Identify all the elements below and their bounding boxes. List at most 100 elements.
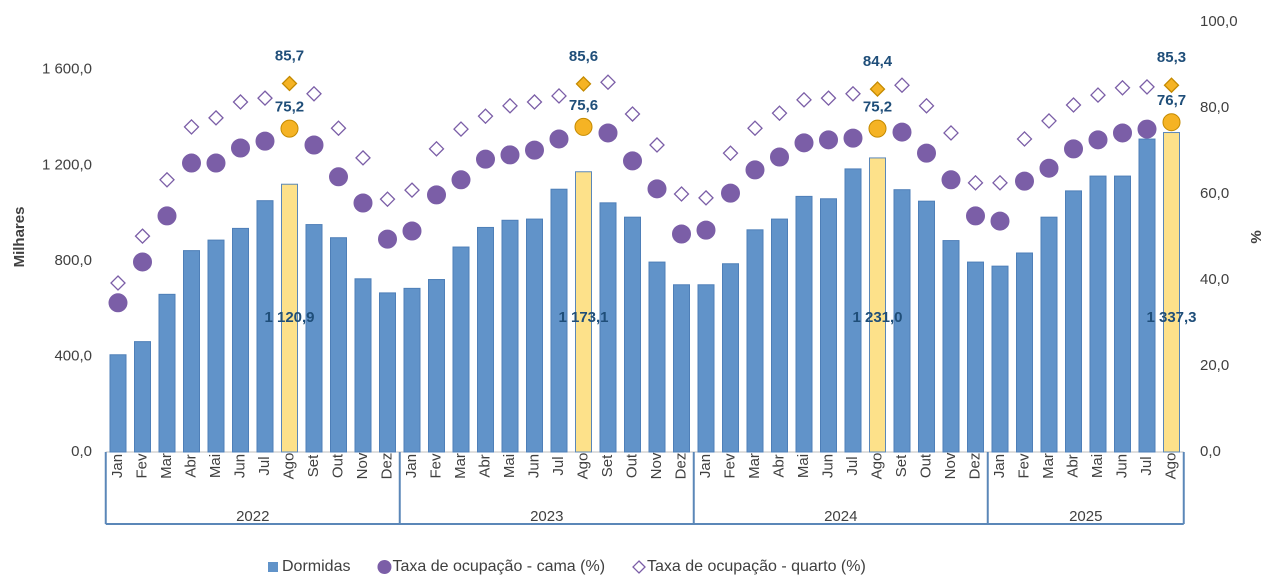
bed-marker: [1162, 113, 1181, 132]
room-marker: [355, 149, 371, 166]
y-tick-label: 400,0: [54, 347, 92, 364]
bar: [379, 292, 396, 453]
x-tick-label: Fev: [133, 453, 150, 479]
bed-marker: [1088, 130, 1108, 150]
bed-marker: [378, 229, 397, 249]
bed-marker: [133, 252, 152, 272]
bar: [403, 287, 421, 453]
x-tick-label: Mai: [795, 454, 812, 478]
bed-marker: [941, 170, 961, 190]
bar: [1040, 216, 1058, 453]
bar: [183, 250, 200, 453]
bed-value-label: 75,2: [275, 99, 304, 116]
y2-tick-label: 40,0: [1200, 271, 1229, 288]
bed-marker: [402, 221, 422, 241]
x-tick-label: Nov: [648, 452, 665, 479]
bar-value-label: 1 337,3: [1146, 309, 1196, 326]
x-tick-label: Mar: [1040, 453, 1057, 479]
bar: [967, 261, 984, 453]
room-marker: [796, 91, 812, 108]
legend-label: Dormidas: [282, 558, 350, 575]
bar: [942, 240, 960, 453]
bed-marker: [353, 193, 373, 213]
room-marker: [943, 125, 959, 141]
bar: [232, 227, 249, 453]
bar: [281, 183, 298, 453]
room-marker: [330, 120, 347, 137]
x-tick-label: Dez: [672, 453, 689, 480]
bar: [624, 216, 641, 453]
room-marker: [1065, 97, 1082, 113]
room-marker: [771, 105, 788, 122]
x-tick-label: Jun: [1113, 454, 1130, 478]
bed-marker: [1064, 139, 1083, 159]
bed-value-label: 75,2: [863, 99, 892, 116]
bar: [991, 265, 1009, 453]
room-marker: [208, 109, 224, 126]
room-marker: [453, 121, 469, 137]
y2-tick-label: 100,0: [1200, 13, 1238, 30]
bed-marker: [770, 147, 789, 167]
room-marker: [183, 119, 200, 135]
room-marker: [575, 76, 592, 92]
bar: [550, 188, 568, 453]
bar: [575, 171, 592, 453]
x-tick-label: Ago: [1162, 453, 1179, 480]
x-tick-label: Jan: [697, 454, 714, 478]
x-tick-label: Out: [329, 453, 346, 478]
y-tick-label: 0,0: [71, 443, 92, 460]
room-marker: [820, 90, 837, 107]
room-marker: [526, 94, 543, 110]
room-marker: [428, 140, 445, 157]
bar: [1163, 132, 1180, 453]
room-marker: [551, 88, 567, 104]
room-marker: [698, 189, 714, 206]
bed-marker: [157, 206, 177, 226]
bar: [844, 168, 862, 453]
x-tick-label: Set: [305, 454, 322, 477]
bed-marker: [1113, 123, 1132, 143]
x-tick-label: Jul: [1138, 456, 1155, 475]
room-marker: [673, 186, 690, 202]
room-marker: [967, 174, 984, 191]
bar: [207, 239, 225, 453]
bar: [820, 198, 837, 453]
room-marker: [747, 120, 763, 137]
bar: [428, 279, 445, 453]
bed-marker: [500, 145, 520, 165]
legend-label: Taxa de ocupação - quarto (%): [647, 558, 866, 575]
bed-marker: [745, 160, 765, 180]
bar: [1114, 175, 1131, 453]
bar: [134, 341, 151, 453]
bar: [771, 218, 788, 453]
bed-marker: [427, 185, 446, 205]
x-tick-label: Abr: [182, 454, 199, 477]
bed-marker: [280, 119, 299, 138]
x-tick-label: Abr: [770, 454, 787, 477]
y-axis-title: Milhares: [11, 207, 28, 268]
bed-marker: [549, 129, 569, 149]
room-marker: [1163, 77, 1180, 94]
room-marker: [1090, 87, 1106, 104]
bed-value-label: 76,7: [1157, 92, 1186, 109]
legend-label: Taxa de ocupação - cama (%): [392, 558, 605, 575]
bed-marker: [647, 179, 667, 199]
x-tick-label: Set: [893, 454, 910, 477]
x-tick-label: Ago: [574, 453, 591, 480]
x-tick-label: Mar: [452, 453, 469, 479]
x-tick-label: Mai: [207, 454, 224, 478]
bed-marker: [868, 119, 887, 138]
bar: [1065, 190, 1082, 453]
room-marker: [404, 182, 420, 199]
bar-value-label: 1 173,1: [558, 309, 608, 326]
bar: [354, 278, 372, 453]
y2-tick-label: 60,0: [1200, 185, 1229, 202]
bar: [256, 200, 274, 453]
x-tick-label: Nov: [942, 452, 959, 479]
bed-value-label: 75,6: [569, 97, 598, 114]
x-tick-label: Fev: [721, 453, 738, 479]
room-marker: [134, 228, 151, 245]
bar: [1089, 175, 1107, 453]
x-tick-label: Mar: [746, 453, 763, 479]
room-marker: [232, 94, 249, 110]
